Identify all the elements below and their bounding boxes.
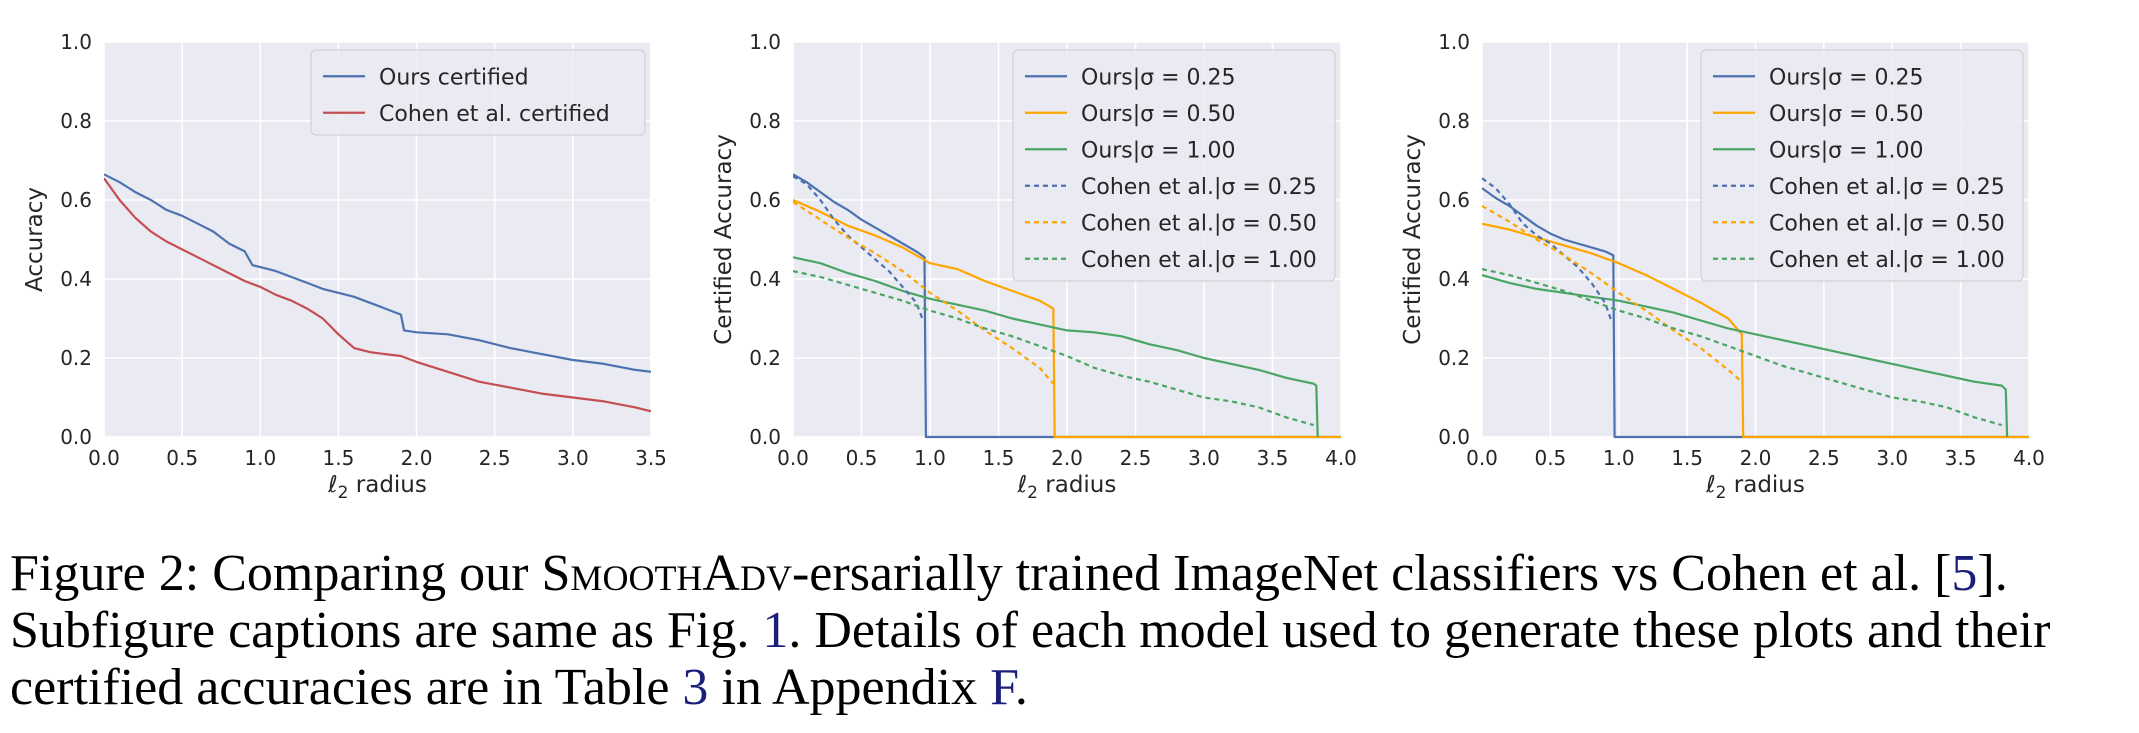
y-tick-label: 0.0 [749, 425, 781, 449]
y-tick-label: 0.0 [60, 425, 92, 449]
series-line-2 [104, 177, 651, 413]
x-tick-label: 0.5 [1534, 446, 1566, 470]
caption-text-3: . Details of each model used to generate… [10, 602, 2051, 716]
y-axis-label: Certified Accuracy [1400, 134, 1426, 345]
chart-panel-1: 0.0 0.5 1.0 1.5 2.0 2.5 3.0 3.5 0.0 0.2 0.4 0.6 0.8 1… [22, 30, 667, 503]
series-line-6 [1482, 268, 2003, 427]
series-line-5 [1482, 204, 1743, 383]
series-line-4 [793, 175, 925, 321]
x-axis-label: ℓ2 radius [327, 472, 427, 503]
legend-entry-label: Cohen et al.|σ = 0.50 [1769, 211, 2005, 236]
legend-entry-label: Cohen et al.|σ = 1.00 [1081, 248, 1317, 273]
x-tick-label: 2.0 [1051, 446, 1083, 470]
y-tick-label: 0.4 [60, 267, 92, 291]
caption-prefix: Figure 2: Comparing our [10, 545, 542, 602]
series-line-6 [793, 270, 1314, 427]
x-tick-label: 2.5 [1808, 446, 1840, 470]
legend: Ours|σ = 0.25 Ours|σ = 0.50 Ours|σ = 1.00 C… [1700, 49, 2024, 282]
figure-caption: Figure 2: Comparing our SmoothAdv-ersari… [10, 545, 2135, 716]
legend-entry-label: Ours|σ = 0.50 [1769, 102, 1924, 127]
legend-entry-label: Cohen et al.|σ = 0.50 [1081, 211, 1317, 236]
caption-suffix: . [1014, 659, 1028, 716]
y-tick-label: 0.4 [749, 267, 781, 291]
y-tick-label: 0.2 [1438, 346, 1470, 370]
series-line-3 [793, 256, 1319, 438]
caption-text-2: ]. Subfigure captions are same as Fig. [10, 545, 2008, 659]
y-tick-label: 0.8 [749, 109, 781, 133]
y-tick-label: 0.8 [60, 109, 92, 133]
y-tick-label: 0.6 [749, 188, 781, 212]
x-tick-label: 1.0 [244, 446, 276, 470]
y-axis-label: Certified Accuracy [711, 134, 737, 345]
caption-ref-table[interactable]: 3 [682, 659, 709, 716]
x-tick-label: 2.0 [1740, 446, 1772, 470]
series-line-4 [1482, 177, 1613, 323]
series-line-2 [793, 198, 1341, 439]
x-tick-label: 3.0 [1188, 446, 1220, 470]
x-tick-label: 1.5 [983, 446, 1015, 470]
y-tick-label: 1.0 [749, 30, 781, 54]
series-line-5 [793, 201, 1055, 385]
x-tick-label: 3.5 [1257, 446, 1289, 470]
x-tick-label: 1.5 [1671, 446, 1703, 470]
legend-entry-label: Cohen et al. certified [379, 102, 610, 127]
legend-box [310, 49, 646, 136]
legend-entry-label: Ours|σ = 0.25 [1081, 65, 1236, 90]
y-tick-label: 0.2 [749, 346, 781, 370]
caption-ref-cohen[interactable]: 5 [1951, 545, 1978, 602]
x-tick-label: 3.5 [1945, 446, 1977, 470]
y-tick-label: 0.6 [60, 188, 92, 212]
legend-entry-label: Cohen et al.|σ = 1.00 [1769, 248, 2005, 273]
y-tick-label: 0.8 [1438, 109, 1470, 133]
x-tick-label: 0.0 [1466, 446, 1498, 470]
legend-box [1700, 49, 2024, 282]
legend-entry-label: Ours certified [379, 65, 529, 90]
x-axis-label: ℓ2 radius [1705, 472, 1805, 503]
legend: Ours|σ = 0.25 Ours|σ = 0.50 Ours|σ = 1.00 C… [1012, 49, 1336, 282]
charts-svg: 0.0 0.5 1.0 1.5 2.0 2.5 3.0 3.5 0.0 0.2 0.4 0.6 0.8 1… [22, 30, 2045, 503]
x-tick-label: 2.0 [401, 446, 433, 470]
x-tick-label: 1.0 [914, 446, 946, 470]
caption-ref-appendix[interactable]: F [990, 659, 1015, 716]
legend-entry-label: Ours|σ = 1.00 [1769, 138, 1924, 163]
caption-method-name: SmoothAdv [541, 545, 792, 602]
y-tick-label: 0.2 [60, 346, 92, 370]
chart-panel-2: 0.0 0.5 1.0 1.5 2.0 2.5 3.0 3.5 4.0 0.0 0.2 0.4 0.6 0… [711, 30, 1357, 503]
y-axis-label: Accuracy [22, 187, 48, 292]
series-line-1 [1482, 187, 2029, 439]
x-tick-label: 0.5 [166, 446, 198, 470]
x-tick-label: 1.5 [323, 446, 355, 470]
x-tick-label: 0.0 [88, 446, 120, 470]
caption-text-4: in Appendix [708, 659, 991, 716]
x-tick-label: 4.0 [1325, 446, 1357, 470]
chart-panel-3: 0.0 0.5 1.0 1.5 2.0 2.5 3.0 3.5 4.0 0.0 0.2 0.4 0.6 0… [1400, 30, 2045, 503]
legend-box [1012, 49, 1336, 282]
legend-entry-label: Cohen et al.|σ = 0.25 [1081, 175, 1317, 200]
x-tick-label: 2.5 [479, 446, 511, 470]
x-tick-label: 3.0 [557, 446, 589, 470]
x-tick-label: 4.0 [2013, 446, 2045, 470]
series-line-1 [793, 173, 1341, 439]
x-tick-label: 0.5 [846, 446, 878, 470]
y-tick-label: 0.4 [1438, 267, 1470, 291]
y-tick-label: 1.0 [1438, 30, 1470, 54]
legend-entry-label: Ours|σ = 0.50 [1081, 102, 1236, 127]
y-tick-label: 0.0 [1438, 425, 1470, 449]
x-tick-label: 3.0 [1876, 446, 1908, 470]
x-tick-label: 3.5 [635, 446, 667, 470]
caption-text-1: -ersarially trained ImageNet classifiers… [791, 545, 1952, 602]
legend-entry-label: Cohen et al.|σ = 0.25 [1769, 175, 2005, 200]
y-tick-label: 0.6 [1438, 188, 1470, 212]
y-tick-label: 1.0 [60, 30, 92, 54]
x-tick-label: 1.0 [1603, 446, 1635, 470]
legend-entry-label: Ours|σ = 1.00 [1081, 138, 1236, 163]
caption-ref-fig[interactable]: 1 [762, 602, 789, 659]
x-tick-label: 0.0 [777, 446, 809, 470]
series-line-1 [104, 173, 651, 373]
legend: Ours certified Cohen et al. certified [310, 49, 646, 136]
x-axis-label: ℓ2 radius [1017, 472, 1117, 503]
x-tick-label: 2.5 [1120, 446, 1152, 470]
legend-entry-label: Ours|σ = 0.25 [1769, 65, 1924, 90]
